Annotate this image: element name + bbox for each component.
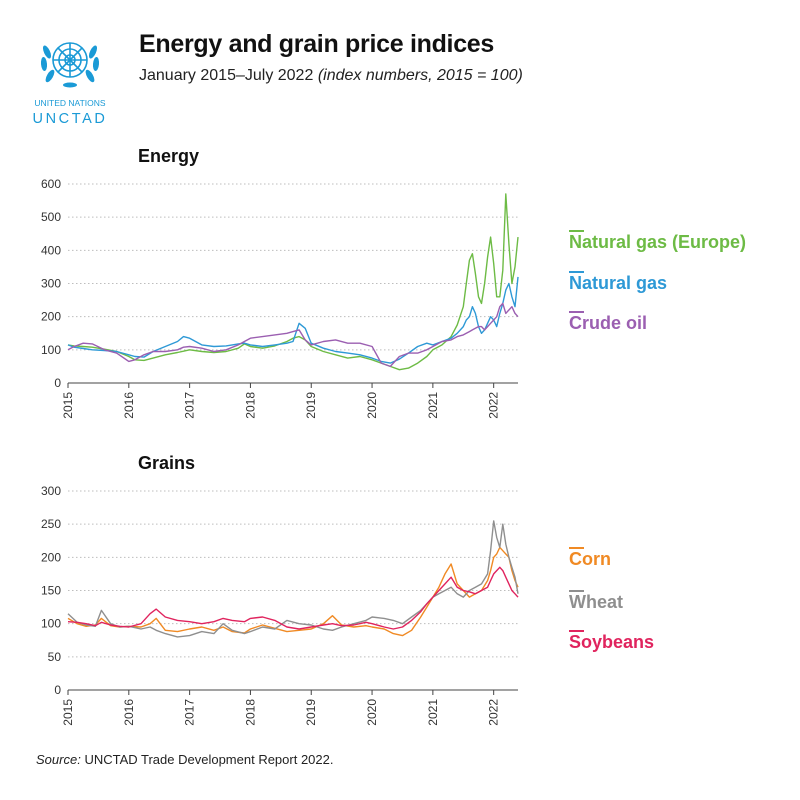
logo-line2: UNCTAD <box>33 111 108 127</box>
energy-y-tick-label: 100 <box>41 343 61 357</box>
legend-label-corn: Corn <box>569 549 611 569</box>
series-line-wheat <box>67 520 519 638</box>
grains-x-tick-label: 2016 <box>122 699 136 726</box>
grains-x-tick-label: 2018 <box>243 699 257 726</box>
series-line-soybeans <box>67 566 519 630</box>
grains-y-tick-label: 250 <box>41 517 61 531</box>
energy-x-tick-label: 2022 <box>487 392 501 419</box>
grains-x-tick-label: 2020 <box>365 699 379 726</box>
series-line-corn <box>67 546 519 637</box>
grains-x-tick-label: 2022 <box>487 699 501 726</box>
logo-line1: UNITED NATIONS <box>34 98 105 108</box>
unctad-logo: UNITED NATIONS UNCTAD <box>28 30 112 130</box>
energy-x-tick-label: 2017 <box>183 392 197 419</box>
source-note: Source: UNCTAD Trade Development Report … <box>36 752 333 767</box>
source-label: Source: <box>36 752 81 767</box>
energy-chart: Energy 0 100 200 300 400 500 600 2015 2016 2017 201… <box>41 146 746 419</box>
series-line-natural-gas <box>67 276 519 364</box>
page-subtitle: January 2015–July 2022 (index numbers, 2… <box>139 67 523 85</box>
energy-x-tick-label: 2021 <box>426 392 440 419</box>
grains-y-tick-label: 300 <box>41 484 61 498</box>
page-title: Energy and grain price indices <box>139 30 495 58</box>
grains-chart-title: Grains <box>138 453 195 473</box>
grains-y-tick-label: 100 <box>41 617 61 631</box>
legend-label-natural-gas-europe: Natural gas (Europe) <box>569 232 746 252</box>
grains-x-tick-label: 2017 <box>183 699 197 726</box>
grains-y-tick-label: 150 <box>41 584 61 598</box>
energy-y-tick-label: 300 <box>41 277 61 291</box>
legend-label-crude-oil: Crude oil <box>569 313 647 333</box>
grains-y-tick-label: 0 <box>54 683 61 697</box>
subtitle-note: (index numbers, 2015 = 100) <box>317 67 523 84</box>
series-line-crude-oil <box>67 302 519 368</box>
grains-y-tick-label: 50 <box>48 650 62 664</box>
energy-x-tick-label: 2020 <box>365 392 379 419</box>
source-text: UNCTAD Trade Development Report 2022. <box>84 752 334 767</box>
legend-label-natural-gas: Natural gas <box>569 273 667 293</box>
grains-chart: Grains 0 50 100 150 200 250 300 2015 2016 2017 2018… <box>41 453 654 726</box>
subtitle-period: January 2015–July 2022 <box>139 67 314 84</box>
grains-x-tick-label: 2015 <box>61 699 75 726</box>
energy-y-tick-label: 600 <box>41 177 61 191</box>
grains-y-tick-label: 200 <box>41 550 61 564</box>
grains-x-tick-label: 2021 <box>426 699 440 726</box>
grains-x-tick-label: 2019 <box>304 699 318 726</box>
legend-label-wheat: Wheat <box>569 592 623 612</box>
energy-x-tick-label: 2015 <box>61 392 75 419</box>
energy-chart-title: Energy <box>138 146 199 166</box>
energy-y-tick-label: 0 <box>54 376 61 390</box>
energy-x-tick-label: 2018 <box>243 392 257 419</box>
energy-y-tick-label: 400 <box>41 243 61 257</box>
un-emblem-icon: UNITED NATIONS UNCTAD <box>33 42 108 127</box>
energy-x-tick-label: 2016 <box>122 392 136 419</box>
energy-y-tick-label: 500 <box>41 210 61 224</box>
series-line-natural-gas-europe <box>67 193 519 371</box>
legend-label-soybeans: Soybeans <box>569 632 654 652</box>
energy-x-tick-label: 2019 <box>304 392 318 419</box>
energy-y-tick-label: 200 <box>41 310 61 324</box>
